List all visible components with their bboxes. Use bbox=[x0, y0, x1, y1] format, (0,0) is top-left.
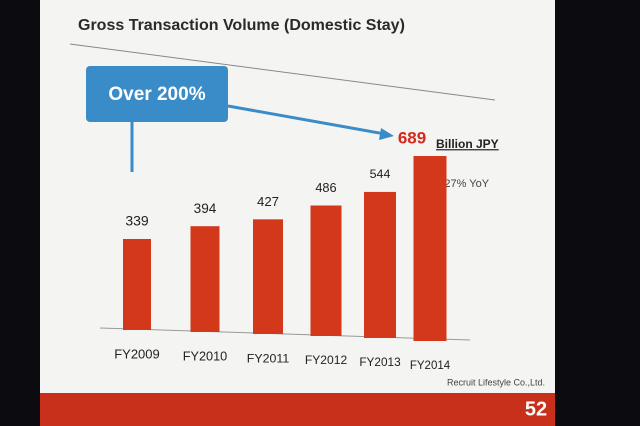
value-label: 544 bbox=[370, 167, 391, 181]
value-label: 486 bbox=[315, 180, 336, 195]
callout-box bbox=[86, 66, 228, 122]
page-number: 52 bbox=[525, 398, 547, 420]
arrow-head bbox=[379, 128, 394, 140]
x-tick-label: FY2011 bbox=[247, 351, 290, 365]
bar bbox=[123, 238, 151, 330]
chart-title: Gross Transaction Volume (Domestic Stay) bbox=[78, 17, 405, 34]
bar bbox=[253, 219, 283, 334]
footer-text: Recruit Lifestyle Co.,Ltd. bbox=[447, 377, 545, 387]
title-rule bbox=[69, 43, 496, 101]
value-label: 689 bbox=[398, 128, 426, 147]
callout-text: Over 200% bbox=[108, 84, 205, 105]
x-tick-label: FY2014 bbox=[410, 360, 451, 372]
footer-band bbox=[40, 393, 555, 426]
baseline bbox=[99, 327, 471, 341]
value-label: 394 bbox=[194, 201, 217, 216]
x-tick-label: FY2013 bbox=[359, 355, 401, 369]
value-label: 339 bbox=[125, 213, 149, 229]
x-tick-label: FY2010 bbox=[183, 349, 227, 363]
bar bbox=[190, 226, 220, 332]
unit-label: Billion JPY bbox=[436, 137, 499, 151]
bar bbox=[364, 191, 396, 338]
value-label: 427 bbox=[257, 194, 279, 209]
callout-arrow bbox=[227, 104, 386, 136]
bar bbox=[413, 156, 447, 341]
slide bbox=[40, 0, 555, 396]
bar bbox=[310, 205, 342, 336]
growth-note: +27% YoY bbox=[438, 178, 490, 190]
x-tick-label: FY2012 bbox=[305, 353, 348, 367]
x-tick-label: FY2009 bbox=[114, 346, 160, 361]
